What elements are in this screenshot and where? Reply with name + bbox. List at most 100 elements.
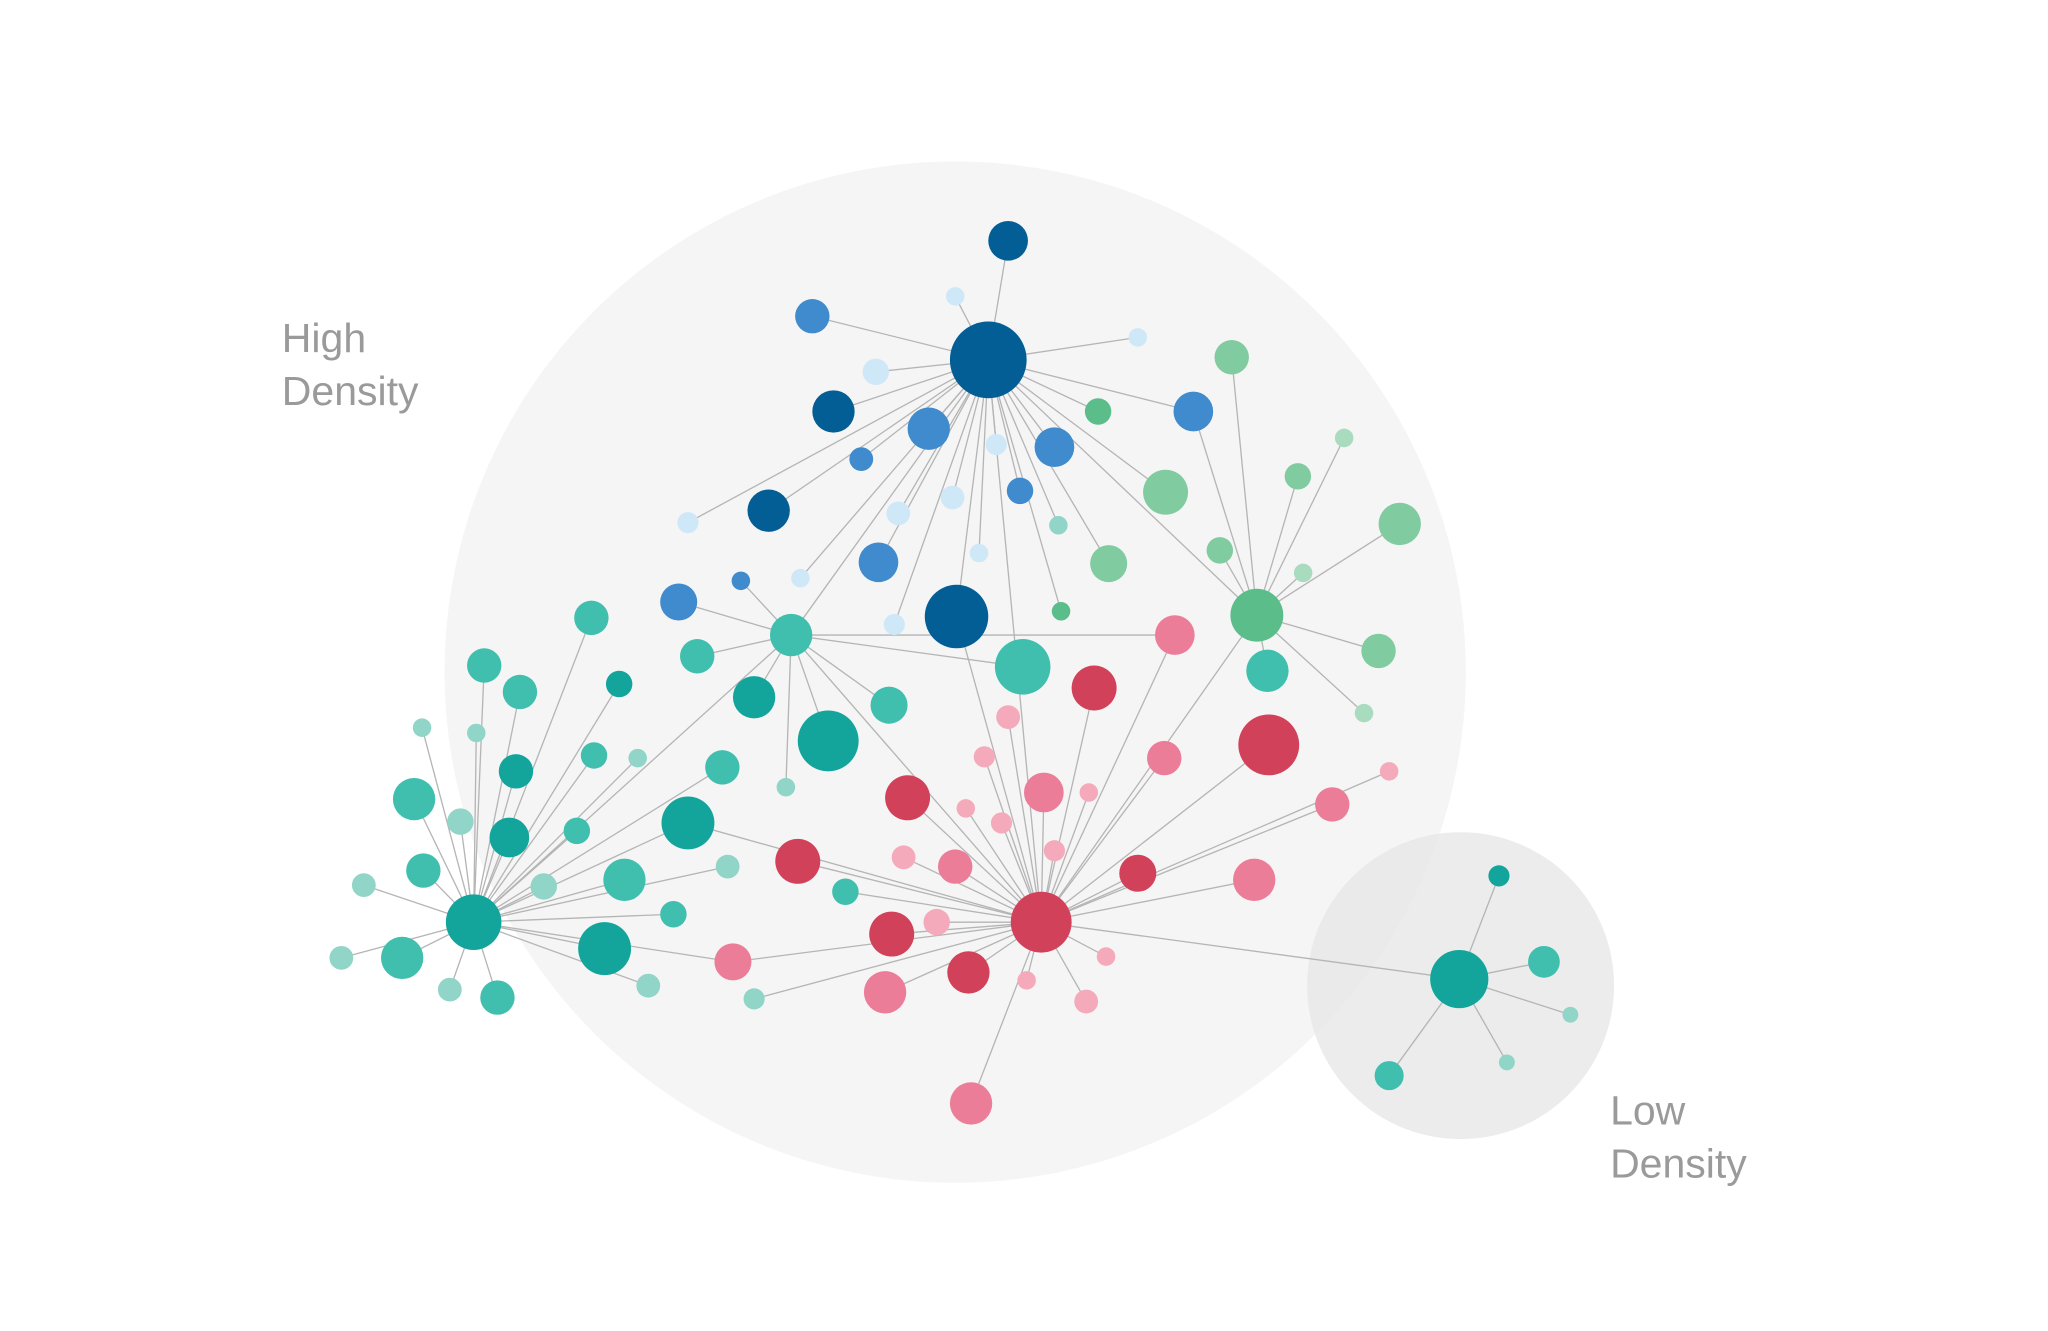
node bbox=[743, 988, 765, 1010]
node bbox=[1147, 740, 1182, 776]
edge bbox=[955, 616, 1042, 923]
node bbox=[660, 583, 698, 621]
node bbox=[660, 900, 687, 928]
node bbox=[578, 922, 632, 976]
node bbox=[603, 858, 646, 901]
node bbox=[996, 705, 1021, 730]
node bbox=[1010, 891, 1072, 953]
node bbox=[714, 943, 752, 981]
edge bbox=[473, 757, 639, 923]
node bbox=[392, 777, 436, 821]
node bbox=[907, 407, 950, 450]
edge bbox=[1041, 921, 1460, 980]
node bbox=[677, 512, 699, 534]
edge bbox=[753, 921, 1042, 1000]
node bbox=[1284, 463, 1312, 490]
node bbox=[1006, 477, 1034, 505]
node bbox=[563, 817, 591, 845]
node bbox=[1374, 1061, 1404, 1091]
node bbox=[886, 501, 911, 526]
node bbox=[945, 287, 965, 306]
node bbox=[502, 674, 538, 710]
node bbox=[956, 799, 976, 818]
edge bbox=[1040, 744, 1270, 923]
node bbox=[985, 433, 1007, 456]
node bbox=[747, 489, 790, 532]
node bbox=[1562, 1006, 1579, 1023]
node bbox=[1049, 516, 1068, 535]
node bbox=[731, 571, 751, 591]
node bbox=[949, 1082, 993, 1125]
edge bbox=[687, 359, 989, 524]
high-density-zone bbox=[444, 161, 1466, 1183]
node bbox=[412, 718, 432, 737]
edge bbox=[473, 921, 649, 987]
node bbox=[467, 648, 502, 683]
edge bbox=[955, 359, 989, 617]
node bbox=[812, 390, 855, 433]
node bbox=[1488, 865, 1510, 887]
high-density-label-line: Density bbox=[282, 368, 419, 414]
node bbox=[1379, 762, 1399, 781]
edge bbox=[893, 359, 989, 625]
edge bbox=[987, 359, 1258, 616]
node bbox=[574, 600, 609, 636]
node bbox=[1119, 854, 1157, 892]
node bbox=[1293, 563, 1313, 583]
edge bbox=[791, 634, 1023, 668]
node bbox=[1096, 947, 1116, 966]
edge bbox=[797, 860, 1042, 923]
edge bbox=[473, 865, 728, 923]
node bbox=[1230, 588, 1284, 642]
node bbox=[445, 894, 502, 950]
node bbox=[661, 796, 715, 850]
node bbox=[1430, 949, 1489, 1009]
node bbox=[498, 754, 534, 789]
node bbox=[1233, 858, 1276, 901]
node bbox=[924, 584, 989, 649]
edge bbox=[472, 732, 477, 923]
edge bbox=[799, 359, 989, 579]
node bbox=[715, 854, 740, 879]
edge bbox=[1256, 523, 1401, 616]
edge bbox=[473, 755, 595, 923]
node bbox=[947, 951, 990, 994]
edge bbox=[473, 913, 674, 923]
edge bbox=[1040, 687, 1095, 923]
node bbox=[1238, 714, 1300, 776]
edge bbox=[845, 891, 1042, 923]
edge bbox=[1007, 716, 1042, 923]
edge bbox=[1040, 614, 1258, 923]
node bbox=[1361, 633, 1396, 669]
node bbox=[832, 878, 859, 905]
node bbox=[1334, 428, 1354, 448]
node bbox=[797, 710, 859, 772]
edge bbox=[877, 359, 989, 563]
edge bbox=[1040, 634, 1176, 923]
node bbox=[1017, 971, 1036, 990]
node bbox=[940, 485, 965, 510]
node bbox=[351, 873, 376, 898]
node bbox=[891, 845, 916, 870]
node bbox=[885, 775, 931, 821]
node bbox=[883, 613, 905, 636]
edge bbox=[1040, 803, 1333, 923]
node bbox=[329, 945, 354, 970]
node bbox=[1173, 391, 1214, 432]
node bbox=[636, 973, 661, 998]
node bbox=[994, 639, 1051, 695]
edge bbox=[790, 359, 989, 636]
node bbox=[1528, 945, 1560, 978]
high-density-label-line: High bbox=[282, 315, 366, 361]
node bbox=[869, 911, 915, 957]
node bbox=[863, 971, 907, 1014]
node bbox=[938, 849, 973, 884]
edge bbox=[473, 634, 792, 923]
node bbox=[705, 750, 740, 785]
node bbox=[580, 742, 608, 769]
node bbox=[530, 873, 557, 900]
edge bbox=[1192, 411, 1258, 616]
node bbox=[795, 299, 830, 334]
node bbox=[1074, 989, 1099, 1014]
